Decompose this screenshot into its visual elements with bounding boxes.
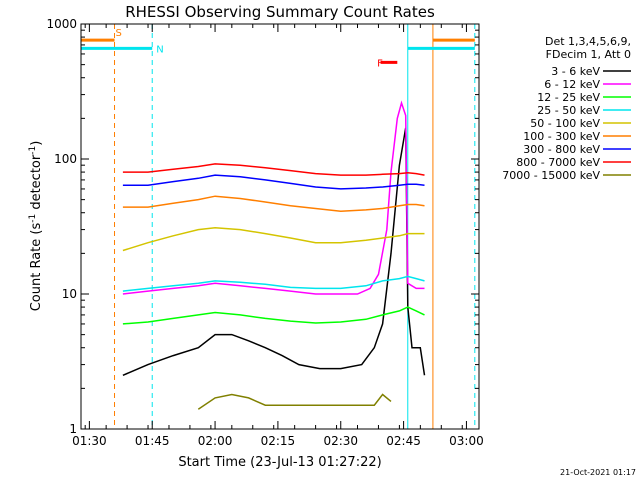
x-tick-label-02-45: 02:45	[386, 434, 421, 448]
legend-entry-25-50-kev: 25 - 50 keV	[537, 104, 631, 117]
y-axis-label-sup2: -1	[28, 146, 38, 155]
legend-label-3-6-kev: 3 - 6 keV	[551, 65, 600, 78]
x-tick-label-03-00: 03:00	[449, 434, 484, 448]
legend-entry-800-7000-kev: 800 - 7000 keV	[516, 156, 631, 169]
x-tick-label-02-00: 02:00	[198, 434, 233, 448]
legend-entry-6-12-kev: 6 - 12 keV	[544, 78, 631, 91]
legend-entry-100-300-kev: 100 - 300 keV	[523, 130, 631, 143]
legend-header-line-1: Det 1,3,4,5,6,9,	[545, 35, 631, 48]
plot-area: S N F	[80, 24, 476, 429]
marker-label-n: N	[156, 44, 163, 55]
timestamp: 21-Oct-2021 01:17	[560, 468, 636, 477]
marker-label-s: S	[116, 28, 122, 39]
series-50-100-kev	[122, 226, 425, 252]
legend-label-25-50-kev: 25 - 50 keV	[537, 104, 600, 117]
series-800-7000-kev	[122, 163, 425, 176]
legend-entry-3-6-kev: 3 - 6 keV	[551, 65, 631, 78]
legend-entry-50-100-kev: 50 - 100 keV	[530, 117, 631, 130]
x-tick-label-02-15: 02:15	[261, 434, 296, 448]
axes: 01:30 01:45 02:00 02:15 02:30 02:45 03:00 1 10 10…	[46, 17, 483, 448]
x-tick-label-01-30: 01:30	[72, 434, 107, 448]
legend-label-50-100-kev: 50 - 100 keV	[530, 117, 600, 130]
y-tick-label-1000: 1000	[46, 17, 77, 31]
legend-entry-300-800-kev: 300 - 800 keV	[523, 143, 631, 156]
legend-label-7000-15000-kev: 7000 - 15000 keV	[502, 169, 600, 182]
series-25-50-kev	[122, 275, 425, 292]
legend-label-800-7000-kev: 800 - 7000 keV	[516, 156, 600, 169]
legend-label-300-800-kev: 300 - 800 keV	[523, 143, 600, 156]
y-axis-label-main: Count Rate (s	[29, 223, 44, 312]
series-6-12-kev	[122, 100, 425, 295]
series-12-25-kev	[122, 306, 425, 325]
y-axis-label-mid: detector	[29, 154, 44, 214]
chart-title: RHESSI Observing Summary Count Rates	[125, 3, 435, 21]
y-tick-label-1: 1	[69, 422, 77, 436]
legend-label-6-12-kev: 6 - 12 keV	[544, 78, 600, 91]
x-tick-label-01-45: 01:45	[135, 434, 170, 448]
legend-header-line-2: FDecim 1, Att 0	[546, 48, 631, 61]
legend-label-100-300-kev: 100 - 300 keV	[523, 130, 600, 143]
y-axis-label: Count Rate (s-1 detector-1)	[28, 141, 44, 312]
y-tick-label-100: 100	[54, 152, 77, 166]
x-tick-label-02-30: 02:30	[323, 434, 358, 448]
x-axis-label: Start Time (23-Jul-13 01:27:22)	[178, 455, 381, 470]
series-300-800-kev	[122, 174, 425, 190]
series-3-6-kev	[122, 127, 426, 376]
series-7000-15000-kev	[197, 393, 392, 410]
legend-label-12-25-kev: 12 - 25 keV	[537, 91, 600, 104]
legend-entry-7000-15000-kev: 7000 - 15000 keV	[502, 169, 631, 182]
marker-label-f: F	[377, 58, 383, 69]
y-axis-label-sup1: -1	[28, 214, 38, 223]
y-axis-label-end: )	[29, 141, 44, 146]
series-100-300-kev	[122, 195, 425, 213]
y-tick-label-10: 10	[62, 287, 77, 301]
legend-entry-12-25-kev: 12 - 25 keV	[537, 91, 631, 104]
plot-frame	[80, 23, 480, 430]
